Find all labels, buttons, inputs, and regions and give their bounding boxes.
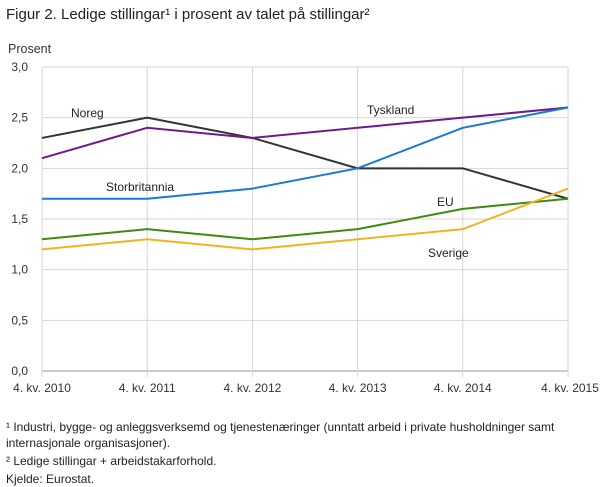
series-line-noreg (41, 116, 569, 200)
source-note: Kjelde: Eurostat. (6, 472, 95, 486)
x-tick-label: 4. kv. 2010 (13, 381, 71, 395)
series-label-noreg: Noreg (71, 106, 104, 120)
series-line-eu (41, 197, 569, 241)
y-tick-label: 1,5 (11, 212, 28, 226)
series-line-sverige (41, 187, 569, 251)
series-label-storbritannia: Storbritannia (106, 180, 174, 194)
y-tick-label: 1,0 (11, 263, 28, 277)
series-line-storbritannia (42, 106, 569, 200)
y-tick-label: 2,5 (11, 111, 28, 125)
y-tick-label: 0,0 (11, 364, 28, 378)
line-chart: 0,0 0,5 1,0 1,5 2,0 2,5 3,0 4. kv. 2010 4. kv. 2… (11, 60, 599, 395)
x-tick-label: 4. kv. 2011 (119, 381, 176, 395)
x-tick-label: 4. kv. 2015 (541, 381, 599, 395)
x-tick-label: 4. kv. 2013 (329, 381, 387, 395)
x-tick-label: 4. kv. 2014 (434, 381, 492, 395)
series-label-tyskland: Tyskland (367, 103, 414, 117)
series-label-sverige: Sverige (428, 246, 469, 260)
y-axis-label: Prosent (8, 42, 52, 56)
x-tick-label: 4. kv. 2012 (223, 381, 281, 395)
chart-title: Figur 2. Ledige stillingar¹ i prosent av… (6, 6, 370, 23)
y-tick-label: 3,0 (11, 60, 28, 74)
footnote-1: ¹ Industri, bygge- og anleggsverksemd og… (6, 420, 555, 450)
series-label-eu: EU (437, 195, 454, 209)
series-line-tyskland (41, 106, 569, 160)
footnote-2: ² Ledige stillingar + arbeidstakarforhol… (6, 454, 217, 468)
y-tick-label: 0,5 (11, 313, 28, 327)
y-tick-label: 2,0 (11, 161, 28, 175)
